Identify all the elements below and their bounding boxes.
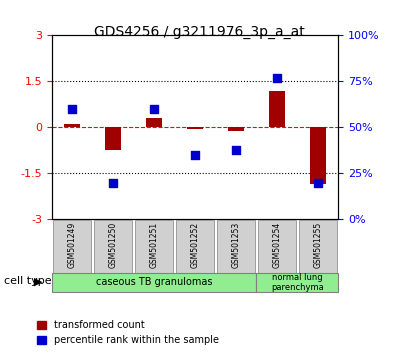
Text: ▶: ▶ [34,277,42,287]
Text: GSM501255: GSM501255 [313,222,322,268]
FancyBboxPatch shape [299,220,337,273]
Text: caseous TB granulomas: caseous TB granulomas [96,277,212,287]
Text: GSM501253: GSM501253 [232,222,240,268]
Text: GSM501250: GSM501250 [109,222,118,268]
Point [233,147,239,152]
Point [274,75,280,81]
FancyBboxPatch shape [256,273,338,292]
Point [69,106,75,112]
Text: normal lung
parenchyma: normal lung parenchyma [271,273,324,292]
Point [315,180,321,185]
Bar [269,91,285,127]
Bar [310,127,326,184]
Text: GSM501252: GSM501252 [191,222,199,268]
Text: GSM501254: GSM501254 [272,222,281,268]
Bar [228,127,244,131]
Bar [146,118,162,127]
Bar [105,127,121,150]
FancyBboxPatch shape [52,273,256,292]
FancyBboxPatch shape [135,220,173,273]
FancyBboxPatch shape [53,220,91,273]
FancyBboxPatch shape [258,220,296,273]
Point [110,180,116,185]
Point [192,152,198,158]
Text: cell type: cell type [4,276,52,286]
Bar [187,127,203,129]
Point [151,106,157,112]
Legend: transformed count, percentile rank within the sample: transformed count, percentile rank withi… [33,316,223,349]
Text: GSM501251: GSM501251 [150,222,158,268]
FancyBboxPatch shape [217,220,255,273]
FancyBboxPatch shape [176,220,214,273]
FancyBboxPatch shape [94,220,132,273]
Text: GDS4256 / g3211976_3p_a_at: GDS4256 / g3211976_3p_a_at [94,25,304,39]
Bar [64,124,80,127]
Text: GSM501249: GSM501249 [68,222,77,268]
